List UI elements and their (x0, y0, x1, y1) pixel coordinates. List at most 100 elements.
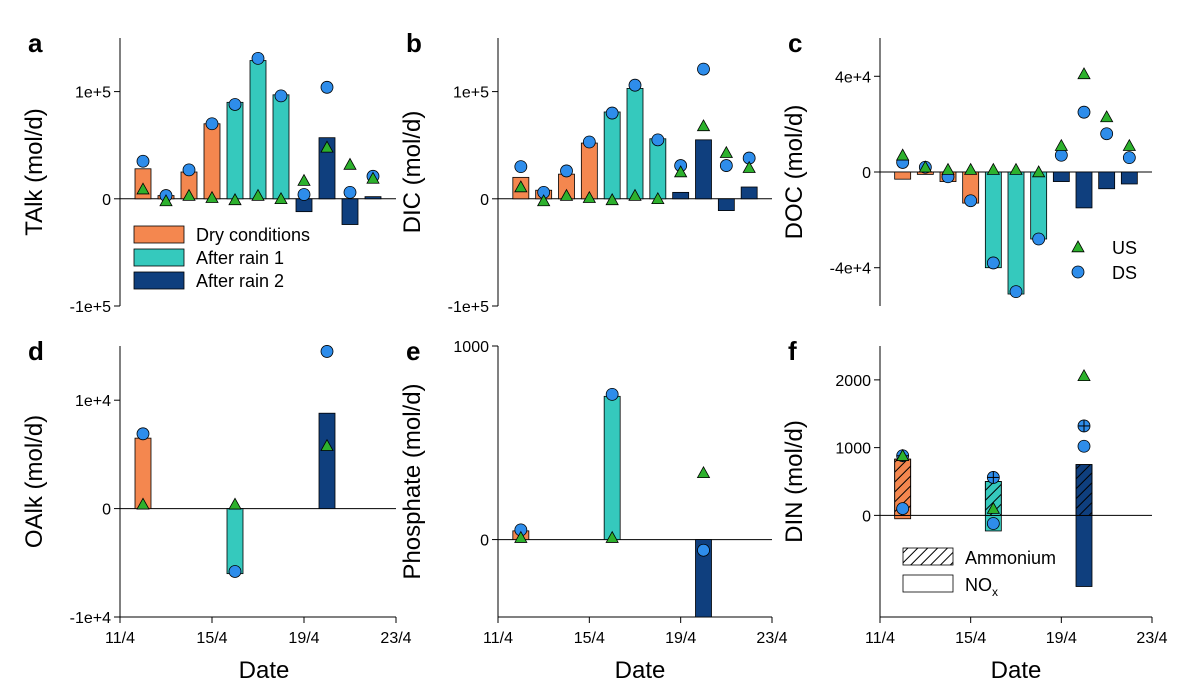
x-tick-label: 15/4 (955, 630, 986, 647)
legend-swatch-dry (133, 225, 185, 244)
us-point (1031, 165, 1046, 178)
ds-point (274, 89, 288, 103)
x-axis-title-e: Date (615, 657, 666, 684)
bar-rain1 (984, 171, 1002, 269)
ds-point (514, 160, 528, 174)
x-axis-title-d: Date (239, 657, 290, 684)
y-axis-title: TAlk (mol/d) (21, 108, 48, 236)
us-point (628, 188, 642, 201)
legend-label-nox-subscript: x (992, 585, 998, 599)
bar-rain2 (1098, 171, 1116, 190)
ds-point (697, 543, 710, 557)
us-point (320, 438, 334, 451)
ds-point (1032, 232, 1046, 246)
x-tick-label: 11/4 (105, 630, 135, 647)
bar-rain2 (740, 186, 758, 200)
panel-letter-e: e (406, 336, 420, 366)
panel-f: f 0 1000 2000 DIN (mol/d) 11/4 15/4 19/4 23/4 Amm… (781, 336, 1168, 647)
bar-rain2 (341, 198, 359, 225)
y-tick-label: 0 (862, 165, 871, 182)
x-tick-label: 11/4 (865, 630, 895, 647)
us-point (559, 188, 574, 201)
us-point (205, 190, 219, 203)
legend-label-ammonium: Ammonium (965, 548, 1056, 568)
y-axis-title: Phosphate (mol/d) (399, 383, 426, 579)
bar-rain2 (695, 139, 712, 200)
us-point (136, 497, 150, 510)
ds-point (251, 51, 265, 65)
ds-point (896, 502, 910, 516)
ds-point (182, 163, 196, 177)
bar-rain2 (695, 539, 712, 618)
us-point (696, 119, 711, 132)
bar-rain1 (626, 87, 644, 200)
bar-rain2 (717, 198, 735, 211)
bar-rain2 (1120, 171, 1138, 185)
y-tick-label: 2000 (835, 373, 871, 390)
us-point (159, 194, 173, 207)
panel-letter-f: f (788, 336, 797, 366)
us-point (1122, 138, 1137, 151)
ds-point (228, 565, 242, 578)
x-tick-label: 19/4 (1046, 630, 1077, 647)
panel-c: c -4e+4 0 4e+4 DOC (mol/d) US DS (781, 28, 1152, 306)
y-tick-label: -1e+5 (448, 299, 489, 316)
ds-point (1122, 151, 1136, 165)
bar-rain1 (249, 60, 267, 200)
us-point (918, 160, 933, 173)
y-axis-title: OAlk (mol/d) (21, 415, 48, 548)
bar-rain2 (318, 137, 336, 200)
legend-swatch-ammonium (902, 547, 954, 566)
us-point (986, 501, 1001, 514)
us-point (182, 188, 196, 201)
bar-rain1 (603, 395, 621, 540)
panel-e: e 0 1000 Phosphate (mol/d) 11/4 15/4 19/4 23/4 (399, 336, 788, 647)
us-point (742, 160, 756, 173)
bar-rain1 (226, 101, 244, 200)
us-point (696, 465, 711, 478)
panel-letter-a: a (28, 28, 43, 58)
us-point (536, 194, 551, 207)
y-axis-title: DIC (mol/d) (399, 111, 426, 234)
us-point (320, 140, 334, 153)
bar-rain1 (603, 111, 621, 200)
y-axis-title: DIN (mol/d) (781, 420, 808, 543)
ds-point (1009, 285, 1023, 299)
x-tick-label: 23/4 (756, 630, 787, 647)
us-point (941, 162, 955, 175)
us-point (651, 191, 665, 205)
x-axis-title-f: Date (991, 657, 1042, 684)
y-tick-label: 1e+5 (453, 85, 489, 102)
bar-ammonium-hatch (1075, 464, 1093, 516)
us-point (274, 191, 288, 205)
y-axis-title: DOC (mol/d) (781, 105, 808, 240)
us-point (582, 190, 597, 203)
us-point (1077, 67, 1091, 80)
us-point (1009, 162, 1023, 175)
us-point (228, 193, 242, 206)
us-point (605, 193, 619, 206)
y-tick-label: -4e+4 (830, 261, 871, 278)
us-point (963, 162, 978, 175)
bar-dry (203, 123, 221, 200)
x-tick-label: 19/4 (288, 630, 319, 647)
panel-a: a -1e+5 0 1e+5 TAlk (mol/d) Dry conditions Aft… (21, 28, 396, 316)
bar-dry (580, 142, 598, 200)
y-tick-label: 0 (102, 502, 111, 519)
us-point (1077, 368, 1091, 382)
y-tick-label: 1e+5 (75, 85, 111, 102)
legend-label-rain2: After rain 2 (196, 271, 284, 291)
y-tick-label: 0 (862, 508, 871, 525)
ds-point (136, 154, 150, 168)
panel-d: d -1e+4 0 1e+4 OAlk (mol/d) 11/4 15/4 19/4 23/4 (21, 336, 412, 647)
ds-point (964, 194, 978, 208)
bar-rain2 (1052, 171, 1070, 182)
legend-swatch-rain1 (133, 248, 185, 267)
legend-label-rain1: After rain 1 (196, 248, 284, 268)
ds-point (628, 78, 642, 92)
us-point (719, 145, 734, 158)
ds-point (651, 133, 665, 147)
ds-point (1077, 439, 1091, 453)
ds-point (719, 159, 733, 172)
us-point (1054, 138, 1069, 151)
